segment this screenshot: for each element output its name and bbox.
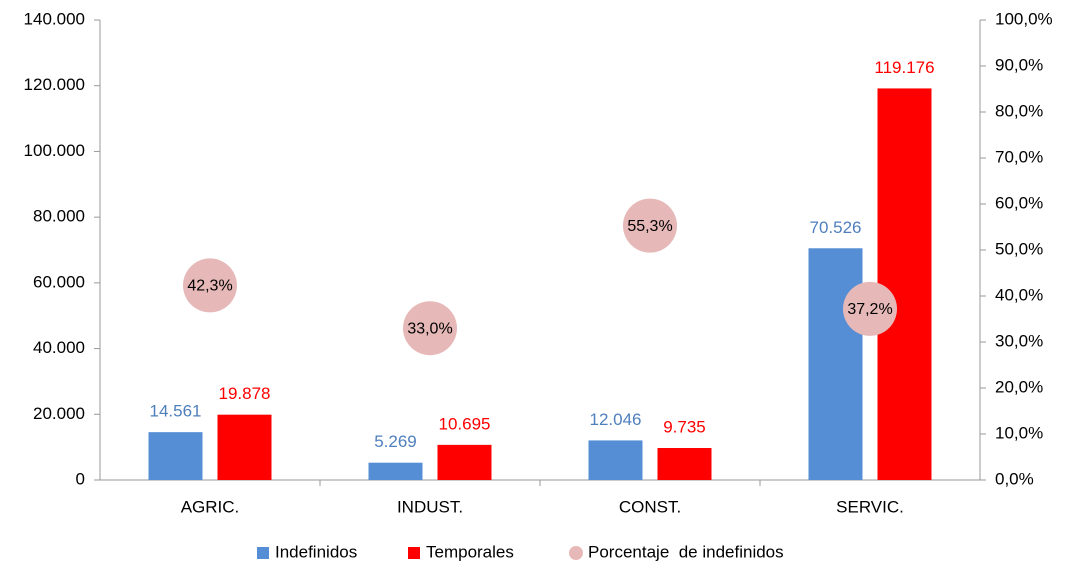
y-tick-label: 80.000 <box>33 207 85 226</box>
y2-tick-label: 90,0% <box>995 55 1043 74</box>
x-tick-label: CONST. <box>619 497 681 516</box>
y2-tick-label: 60,0% <box>995 193 1043 212</box>
y2-tick-label: 70,0% <box>995 147 1043 166</box>
y-tick-label: 60.000 <box>33 272 85 291</box>
data-label: 19.878 <box>219 384 271 403</box>
bar <box>657 448 712 480</box>
y2-tick-label: 50,0% <box>995 239 1043 258</box>
y2-tick-label: 100,0% <box>995 9 1053 28</box>
data-label: 37,2% <box>847 301 892 318</box>
y-tick-label: 40.000 <box>33 338 85 357</box>
data-label: 12.046 <box>590 410 642 429</box>
y2-tick-label: 30,0% <box>995 331 1043 350</box>
bar <box>808 248 863 480</box>
y-tick-label: 20.000 <box>33 404 85 423</box>
y2-tick-label: 40,0% <box>995 285 1043 304</box>
y2-tick-label: 10,0% <box>995 423 1043 442</box>
data-label: 5.269 <box>374 432 417 451</box>
data-label: 14.561 <box>150 402 202 421</box>
y2-tick-label: 0,0% <box>995 469 1034 488</box>
legend-swatch <box>569 546 583 560</box>
bar <box>588 440 643 480</box>
x-tick-label: AGRIC. <box>181 497 240 516</box>
bar <box>217 414 272 480</box>
bubble <box>183 258 237 313</box>
bar <box>437 444 492 480</box>
legend-swatch <box>257 547 269 559</box>
data-label: 70.526 <box>810 218 862 237</box>
y-tick-label: 120.000 <box>24 75 85 94</box>
data-label: 119.176 <box>874 58 934 77</box>
data-label: 55,3% <box>627 218 672 235</box>
data-label: 9.735 <box>663 417 706 436</box>
bubble <box>843 281 897 336</box>
bar <box>148 432 203 480</box>
bubble <box>623 198 677 253</box>
y2-tick-label: 80,0% <box>995 101 1043 120</box>
y-tick-label: 140.000 <box>24 9 85 28</box>
legend-swatch <box>408 547 420 559</box>
x-tick-label: INDUST. <box>397 497 463 516</box>
bubble <box>403 301 457 356</box>
data-label: 33,0% <box>407 320 452 337</box>
legend-label: Indefinidos <box>275 542 357 561</box>
data-label: 10.695 <box>439 414 491 433</box>
y-tick-label: 0 <box>76 469 85 488</box>
legend-label: Temporales <box>426 542 514 561</box>
bar <box>368 462 423 480</box>
bar <box>877 88 932 480</box>
x-tick-label: SERVIC. <box>836 497 904 516</box>
y2-tick-label: 20,0% <box>995 377 1043 396</box>
legend-label: Porcentaje de indefinidos <box>588 542 784 561</box>
y-tick-label: 100.000 <box>24 141 85 160</box>
data-label: 42,3% <box>187 278 232 295</box>
